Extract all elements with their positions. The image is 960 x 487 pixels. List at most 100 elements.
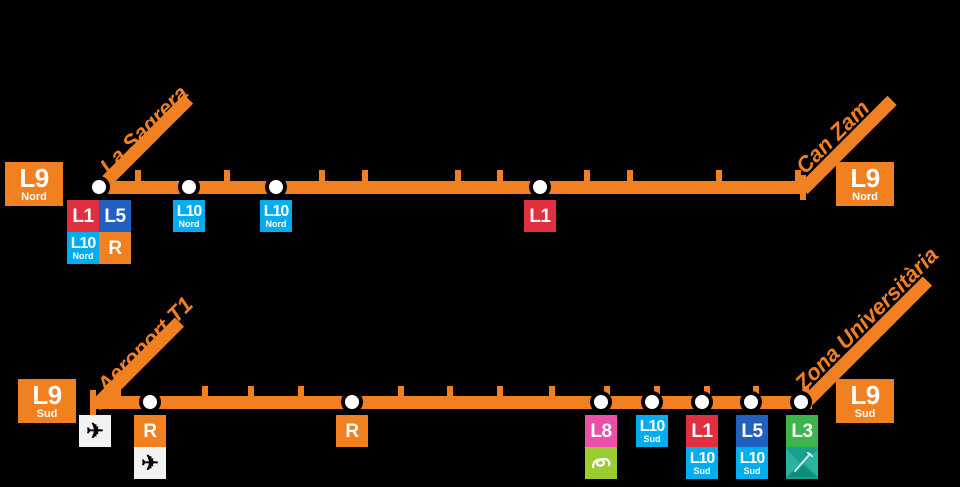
fgc-badge[interactable]	[585, 447, 617, 479]
connections-collblanc: L10 Sud	[636, 415, 668, 447]
track-end-cap-sud-left	[90, 390, 96, 415]
station-tick	[202, 386, 208, 400]
track-end-cap-nord-right	[800, 175, 806, 200]
interchange-node-collblanc-l5[interactable]	[740, 391, 762, 413]
connection-badge-r[interactable]: R	[336, 415, 368, 447]
terminus-code: L9	[32, 380, 62, 410]
station-tick	[447, 386, 453, 400]
connections-bon-pastor: L10 Nord	[173, 200, 205, 232]
badge-sub: Nord	[178, 218, 200, 229]
badge-code: L1	[72, 205, 94, 227]
track-l9-nord	[98, 181, 805, 194]
airport-badge-t1[interactable]: ✈	[79, 415, 111, 447]
interchange-node-bon-pastor[interactable]	[178, 176, 200, 198]
badge-sub: Sud	[693, 465, 711, 476]
connection-badge-l10-nord[interactable]: L10 Nord	[173, 200, 205, 232]
interchange-node-el-prat-estacio[interactable]	[341, 391, 363, 413]
badge-code: R	[108, 237, 122, 259]
station-tick	[398, 386, 404, 400]
interchange-node-fondo[interactable]	[529, 176, 551, 198]
connection-badge-l5[interactable]: L5	[736, 415, 768, 447]
airplane-icon: ✈	[141, 451, 159, 475]
station-tick	[497, 170, 503, 184]
terminus-l9-sud-left[interactable]: L9 Sud	[18, 379, 76, 423]
station-tick	[549, 386, 555, 400]
terminus-l9-nord-right[interactable]: L9 Nord	[836, 162, 894, 206]
connection-badge-l1[interactable]: L1	[524, 200, 556, 232]
interchange-node-llefia[interactable]	[265, 176, 287, 198]
connection-badge-l1[interactable]: L1	[67, 200, 99, 232]
terminus-l9-sud-right[interactable]: L9 Sud	[836, 379, 894, 423]
badge-code: L10	[689, 449, 716, 467]
fgc-icon	[591, 457, 611, 469]
connection-badge-l10-sud[interactable]: L10 Sud	[686, 447, 718, 479]
connection-badge-l10-sud[interactable]: L10 Sud	[636, 415, 668, 447]
station-tick	[248, 386, 254, 400]
interchange-node-parc-logistic[interactable]	[590, 391, 612, 413]
station-name-la-sagrera: La Sagrera	[94, 80, 193, 179]
badge-code: R	[143, 420, 157, 442]
connection-badge-l1[interactable]: L1	[686, 415, 718, 447]
connections-parc-logistic: L8	[585, 415, 617, 479]
station-tick	[319, 170, 325, 184]
airport-badge-t2[interactable]: ✈	[134, 447, 166, 479]
terminus-l9-nord-left[interactable]: L9 Nord	[5, 162, 63, 206]
connections-aeroport-t2: R ✈	[134, 415, 166, 479]
station-tick	[224, 170, 230, 184]
terminus-sub: Nord	[852, 191, 878, 203]
badge-code: L10	[263, 202, 290, 220]
terminus-sub: Nord	[21, 191, 47, 203]
badge-code: L10	[639, 417, 666, 435]
badge-code: R	[345, 420, 359, 442]
station-tick	[627, 170, 633, 184]
connection-badge-l5[interactable]: L5	[99, 200, 131, 232]
interchange-node-zona-universitaria[interactable]	[790, 391, 812, 413]
connections-collblanc-l5: L5 L10 Sud	[736, 415, 768, 479]
connections-zona-universitaria: L3	[786, 415, 818, 479]
station-tick	[497, 386, 503, 400]
tram-icon	[786, 447, 818, 479]
interchange-node-la-sagrera[interactable]	[88, 176, 110, 198]
connections-fondo: L1	[524, 200, 556, 232]
badge-code: L8	[590, 420, 612, 442]
connection-badge-l10-nord[interactable]: L10 Nord	[260, 200, 292, 232]
connection-badge-r[interactable]: R	[134, 415, 166, 447]
interchange-node-torrassa[interactable]	[691, 391, 713, 413]
station-tick	[115, 386, 121, 400]
badge-code: L3	[791, 420, 813, 442]
badge-code: L1	[691, 420, 713, 442]
station-tick	[584, 170, 590, 184]
station-tick	[362, 170, 368, 184]
connections-el-prat-estacio: R	[336, 415, 368, 447]
station-tick	[795, 170, 801, 184]
connection-badge-r[interactable]: R	[99, 232, 131, 264]
connections-llefia: L10 Nord	[260, 200, 292, 232]
connections-la-sagrera: L1 L5 L10 Nord R	[67, 200, 131, 264]
tram-badge[interactable]	[786, 447, 818, 479]
badge-code: L5	[741, 420, 763, 442]
connection-badge-l10-nord[interactable]: L10 Nord	[67, 232, 99, 264]
badge-code: L10	[739, 449, 766, 467]
connections-torrassa: L1 L10 Sud	[686, 415, 718, 479]
terminus-sub: Sud	[854, 408, 876, 420]
connections-aeroport-t1: ✈	[79, 415, 111, 447]
connection-badge-l3[interactable]: L3	[786, 415, 818, 447]
terminus-code: L9	[850, 380, 880, 410]
interchange-node-collblanc[interactable]	[641, 391, 663, 413]
terminus-code: L9	[19, 163, 49, 193]
airplane-icon: ✈	[86, 419, 104, 443]
connection-badge-l8[interactable]: L8	[585, 415, 617, 447]
connection-badge-l10-sud[interactable]: L10 Sud	[736, 447, 768, 479]
terminus-code: L9	[850, 163, 880, 193]
station-name-zona-universitaria: Zona Universitària	[789, 242, 944, 396]
station-tick	[135, 170, 141, 184]
station-name-aeroport-t1: Aeroport T1	[91, 291, 198, 398]
badge-code: L1	[529, 205, 551, 227]
interchange-node-aeroport-t2[interactable]	[139, 391, 161, 413]
badge-sub: Sud	[643, 433, 661, 444]
badge-sub: Nord	[265, 218, 287, 229]
station-tick	[298, 386, 304, 400]
track-l9-sud	[90, 396, 812, 409]
badge-sub: Sud	[743, 465, 761, 476]
